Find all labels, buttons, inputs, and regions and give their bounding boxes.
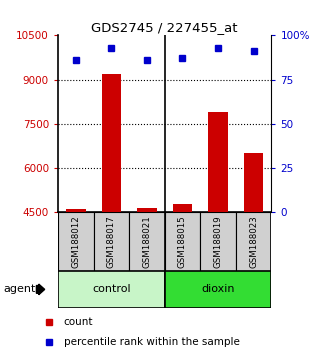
Bar xyxy=(58,212,93,271)
Bar xyxy=(129,212,165,271)
Bar xyxy=(200,212,236,271)
Bar xyxy=(102,74,121,345)
Bar xyxy=(58,271,165,308)
Text: GSM188015: GSM188015 xyxy=(178,215,187,268)
Text: percentile rank within the sample: percentile rank within the sample xyxy=(64,337,239,347)
Text: agent: agent xyxy=(3,284,36,295)
Text: GSM188023: GSM188023 xyxy=(249,215,258,268)
Bar xyxy=(137,208,157,345)
Text: GSM188019: GSM188019 xyxy=(213,215,222,268)
Bar xyxy=(165,212,200,271)
Bar xyxy=(236,212,271,271)
Text: GSM188017: GSM188017 xyxy=(107,215,116,268)
Bar xyxy=(66,210,85,345)
Text: GSM188021: GSM188021 xyxy=(142,215,151,268)
Title: GDS2745 / 227455_at: GDS2745 / 227455_at xyxy=(91,21,238,34)
Bar xyxy=(93,212,129,271)
Bar xyxy=(165,271,271,308)
Bar xyxy=(173,204,192,345)
Text: count: count xyxy=(64,318,93,327)
Bar xyxy=(208,112,228,345)
Text: GSM188012: GSM188012 xyxy=(71,215,80,268)
Text: dioxin: dioxin xyxy=(201,284,235,295)
Bar xyxy=(244,153,263,345)
Text: control: control xyxy=(92,284,131,295)
